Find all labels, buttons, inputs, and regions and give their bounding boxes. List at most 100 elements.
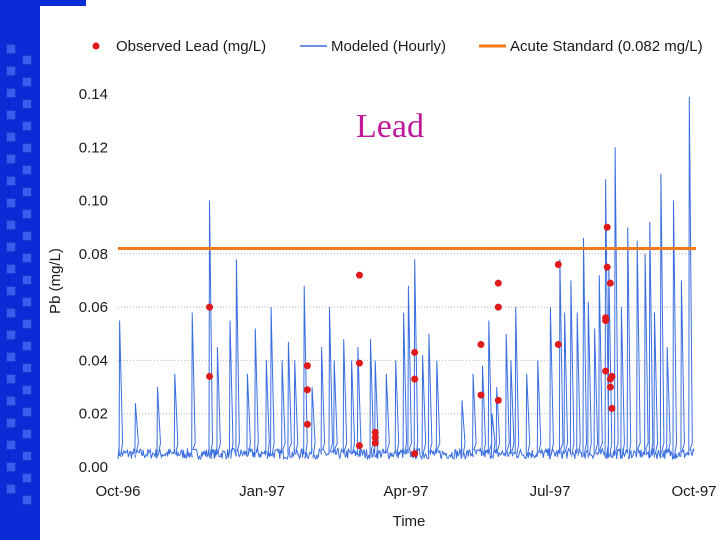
side-bar-square [22,253,32,263]
side-bar-square [22,385,32,395]
y-tick-labels: 0.00 0.02 0.04 0.06 0.08 0.10 0.12 0.14 [79,86,108,476]
observed-point [411,375,419,383]
side-bar-square [6,66,16,76]
observed-point [608,404,616,412]
side-bar-square [6,264,16,274]
side-bar-square [22,473,32,483]
side-bar-square [6,418,16,428]
observed-point [494,396,502,404]
side-bar-square [22,341,32,351]
observed-point [494,279,502,287]
side-bar-square [22,209,32,219]
side-bar-square [6,396,16,406]
slide-top-accent [0,0,86,6]
y-tick-label: 0.06 [79,299,108,316]
side-bar-square [22,187,32,197]
observed-point [206,303,214,311]
side-bar-square [22,429,32,439]
side-bar-square [22,275,32,285]
side-bar-square [6,308,16,318]
observed-point [477,391,485,399]
observed-point [411,450,419,458]
side-bar-square [6,330,16,340]
side-bar-square [22,319,32,329]
y-axis-label: Pb (mg/L) [47,248,64,314]
x-tick-label: Oct-97 [671,483,716,500]
side-bar-square [6,198,16,208]
side-bar-square [22,451,32,461]
y-tick-label: 0.08 [79,246,108,263]
legend-observed-label: Observed Lead (mg/L) [116,38,266,55]
observed-point [355,271,363,279]
observed-series [206,223,616,458]
side-bar-square [6,44,16,54]
observed-point [303,362,311,370]
side-bar-square [6,154,16,164]
slide-side-bar [0,0,40,540]
side-bar-square [6,352,16,362]
observed-point [602,316,610,324]
observed-point [554,261,562,269]
side-bar-square [22,143,32,153]
modeled-line [117,96,695,461]
x-tick-labels: Oct-96 Jan-97 Apr-97 Jul-97 Oct-97 [95,483,716,500]
observed-point [303,386,311,394]
side-bar-square [6,242,16,252]
x-tick-label: Oct-96 [95,483,140,500]
observed-point [411,348,419,356]
side-bar-square [22,407,32,417]
modeled-series [117,96,695,461]
side-bar-square [22,165,32,175]
observed-point [371,439,379,447]
side-bar-square [6,176,16,186]
side-bar-square [6,374,16,384]
observed-point [494,303,502,311]
side-bar-square [22,99,32,109]
observed-point [602,367,610,375]
side-bar-square [6,484,16,494]
side-bar-square [6,110,16,120]
side-bar-square [6,88,16,98]
side-bar-square [22,55,32,65]
observed-point [371,434,379,442]
observed-point [554,340,562,348]
observed-point [608,372,616,380]
observed-point [606,383,614,391]
side-bar-square [6,220,16,230]
x-tick-label: Apr-97 [383,483,428,500]
side-bar-square [22,121,32,131]
side-bar-square [6,286,16,296]
observed-point [355,442,363,450]
side-bar-square [22,297,32,307]
y-tick-label: 0.12 [79,139,108,156]
side-bar-square [6,440,16,450]
y-tick-label: 0.14 [79,86,108,103]
legend-modeled-label: Modeled (Hourly) [331,38,446,55]
x-tick-label: Jan-97 [239,483,285,500]
y-tick-label: 0.04 [79,352,108,369]
y-tick-label: 0.02 [79,406,108,423]
side-bar-square [22,77,32,87]
legend-standard-label: Acute Standard (0.082 mg/L) [510,38,703,55]
observed-point [303,420,311,428]
observed-point [477,340,485,348]
observed-point [371,428,379,436]
legend-observed-marker [92,42,100,50]
side-bar-square [22,231,32,241]
observed-point [206,372,214,380]
observed-point [606,279,614,287]
observed-point [603,223,611,231]
legend: Observed Lead (mg/L) Modeled (Hourly) Ac… [92,38,703,55]
side-bar-square [22,363,32,373]
side-bar-square [6,462,16,472]
observed-point [603,263,611,271]
x-axis-label: Time [393,513,426,530]
chart-title: Lead [356,108,424,145]
side-bar-square [22,495,32,505]
y-tick-label: 0.00 [79,459,108,476]
observed-point [355,359,363,367]
side-bar-square [6,132,16,142]
x-tick-label: Jul-97 [530,483,571,500]
y-tick-label: 0.10 [79,193,108,210]
